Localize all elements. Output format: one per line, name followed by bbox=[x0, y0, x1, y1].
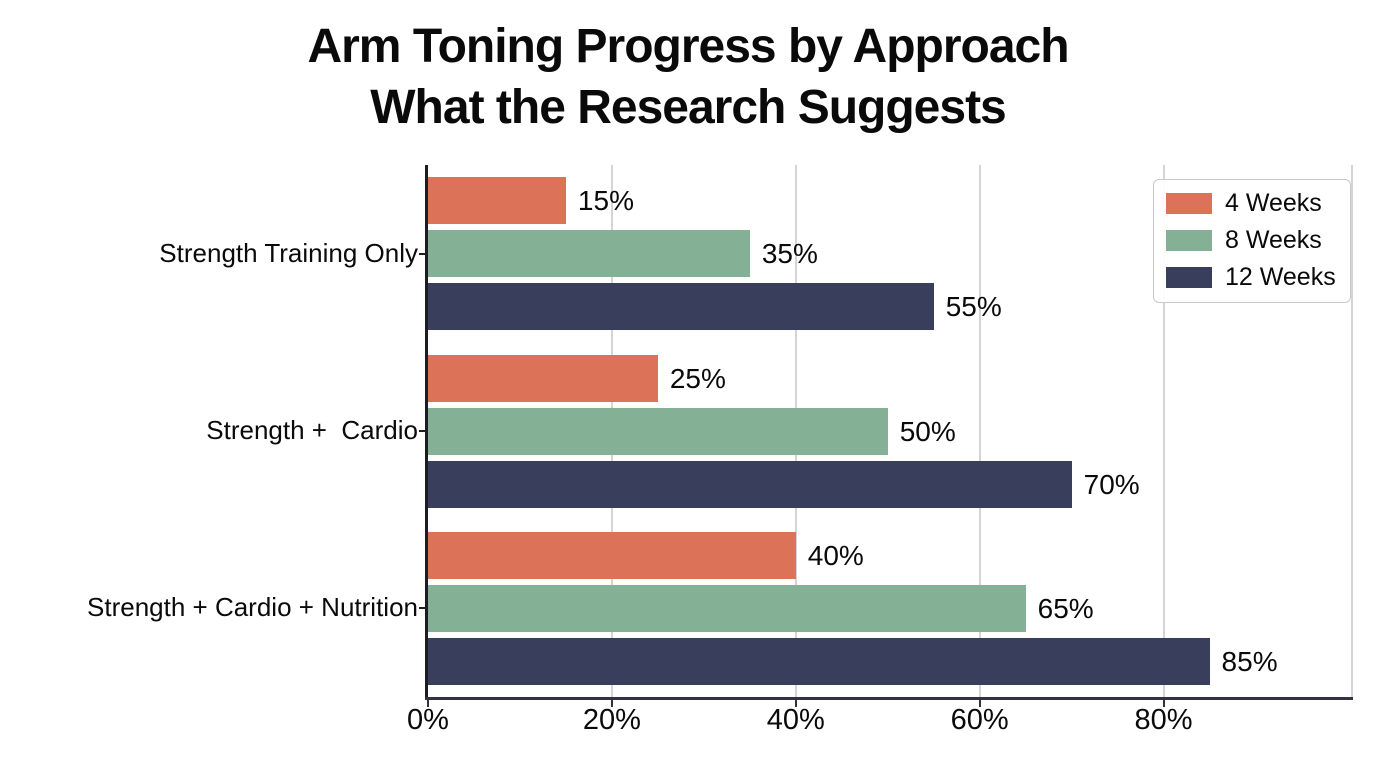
legend-swatch-icon bbox=[1166, 267, 1212, 288]
bar-value-label: 85% bbox=[1221, 645, 1278, 677]
bar-value-label: 55% bbox=[945, 291, 1002, 323]
bar-4-weeks-group2 bbox=[428, 354, 658, 402]
bar-value-label: 70% bbox=[1083, 468, 1140, 500]
gridline-60% bbox=[978, 165, 981, 697]
category-label-2: Strength + Cardio bbox=[206, 415, 418, 445]
bar-8-weeks-group1 bbox=[428, 230, 750, 278]
x-tick-mark-0% bbox=[427, 700, 429, 707]
y-tick-mark bbox=[419, 607, 428, 610]
x-tick-mark-40% bbox=[794, 700, 797, 707]
x-tick-mark-20% bbox=[610, 700, 613, 707]
category-label-3: Strength + Cardio + Nutrition bbox=[87, 592, 418, 623]
legend-label: 4 Weeks bbox=[1225, 189, 1322, 217]
bar-12-weeks-group1 bbox=[428, 283, 934, 331]
gridline-80% bbox=[1162, 165, 1165, 697]
x-axis-spine bbox=[425, 697, 1353, 700]
bar-value-label: 25% bbox=[669, 362, 726, 394]
legend-items: 4 Weeks 8 Weeks 12 Weeks bbox=[1166, 189, 1336, 292]
bar-12-weeks-group2 bbox=[428, 460, 1072, 508]
chart-title: Arm Toning Progress by Approach What the… bbox=[0, 16, 1376, 138]
bar-4-weeks-group1 bbox=[428, 177, 566, 225]
bar-8-weeks-group2 bbox=[428, 407, 888, 455]
bar-value-label: 35% bbox=[761, 238, 818, 270]
x-tick-label-80%: 80% bbox=[1134, 704, 1193, 736]
bar-value-label: 40% bbox=[807, 539, 864, 571]
right-axis-spine bbox=[1351, 165, 1353, 697]
plot-area: 15% 35% 55% 25% 50% 70% 40% 65% 85% bbox=[425, 165, 1353, 700]
x-tick-label-20%: 20% bbox=[582, 704, 641, 736]
bar-4-weeks-group3 bbox=[428, 531, 796, 579]
x-tick-mark-80% bbox=[1162, 700, 1165, 707]
chart-title-line2: What the Research Suggests bbox=[370, 81, 1007, 134]
y-tick-mark bbox=[419, 430, 428, 432]
legend-swatch-icon bbox=[1166, 193, 1212, 214]
x-tick-label-0%: 0% bbox=[407, 704, 449, 736]
category-label-1: Strength Training Only bbox=[159, 237, 418, 268]
legend-label: 8 Weeks bbox=[1225, 226, 1322, 254]
bar-value-label: 50% bbox=[899, 415, 956, 447]
x-tick-label-40%: 40% bbox=[766, 704, 825, 736]
legend-label: 12 Weeks bbox=[1225, 263, 1336, 291]
chart-title-line1: Arm Toning Progress by Approach bbox=[307, 20, 1069, 73]
legend: 4 Weeks 8 Weeks 12 Weeks bbox=[1153, 179, 1351, 303]
y-tick-mark bbox=[419, 252, 428, 255]
bar-value-label: 65% bbox=[1037, 592, 1094, 624]
bar-8-weeks-group3 bbox=[428, 584, 1026, 632]
x-tick-mark-60% bbox=[978, 700, 981, 707]
x-tick-label-60%: 60% bbox=[950, 704, 1009, 736]
bar-value-label: 15% bbox=[577, 185, 634, 217]
legend-item-4-weeks: 4 Weeks bbox=[1166, 189, 1336, 218]
legend-swatch-icon bbox=[1166, 230, 1212, 251]
bar-12-weeks-group3 bbox=[428, 637, 1210, 685]
legend-item-12-weeks: 12 Weeks bbox=[1166, 263, 1336, 292]
legend-item-8-weeks: 8 Weeks bbox=[1166, 226, 1336, 255]
